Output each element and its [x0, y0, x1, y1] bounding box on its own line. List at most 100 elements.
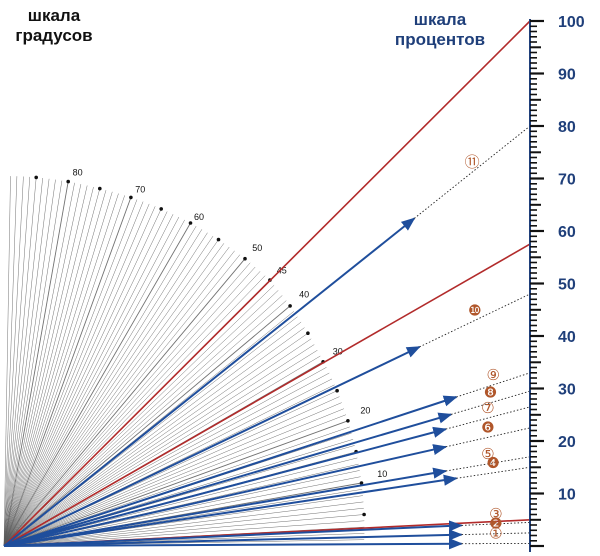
- fan-line: [3, 216, 180, 547]
- degree-label: 30: [333, 347, 343, 357]
- fan-line: [3, 177, 37, 547]
- fan-line: [3, 262, 251, 547]
- fan-line: [3, 203, 150, 547]
- slope-arrow-extension: [461, 532, 531, 536]
- fan-line: [3, 285, 275, 547]
- percent-tick-label: 40: [558, 329, 576, 346]
- fan-line: [3, 305, 291, 547]
- degree-scale-title-line1: шкала: [27, 6, 81, 25]
- fan-line: [3, 520, 365, 547]
- percent-scale-title: шкала процентов: [380, 10, 500, 50]
- fan-line: [3, 176, 11, 547]
- degree-scale-title-line2: градусов: [15, 26, 93, 45]
- fan-dot: [34, 175, 38, 180]
- slope-marker: ③: [489, 505, 502, 523]
- slope-arrows: [3, 125, 531, 550]
- fan-line: [3, 222, 191, 547]
- slope-marker: ❿: [468, 302, 481, 320]
- fan-line: [3, 300, 287, 547]
- slope-arrow: [3, 520, 463, 547]
- fan-line: [3, 191, 113, 547]
- slope-marker: ❹: [486, 454, 499, 472]
- fan-line: [3, 514, 365, 547]
- fan-line: [3, 181, 69, 547]
- degree-label: 45: [277, 265, 287, 275]
- slope-arrow: [3, 426, 448, 547]
- slope-marker: ❻: [481, 418, 494, 436]
- slope-arrow: [3, 474, 458, 547]
- fan-line: [3, 271, 261, 547]
- fan-dot: [216, 237, 221, 242]
- fan-line: [3, 195, 125, 547]
- degree-label: 20: [360, 406, 370, 416]
- fan-line: [3, 349, 318, 547]
- fan-line: [3, 197, 132, 547]
- fan-line: [3, 235, 214, 547]
- fan-dot: [188, 221, 193, 225]
- fan-dot: [362, 512, 366, 517]
- fan-line: [3, 182, 75, 547]
- fan-line: [3, 275, 266, 547]
- fan-line: [3, 396, 340, 547]
- fan-line: [3, 179, 56, 547]
- fan-line: [3, 344, 315, 547]
- slope-arrow: [3, 395, 458, 547]
- percent-tick-label: 90: [558, 67, 576, 84]
- percent-tick-label: 100: [558, 14, 585, 31]
- fan-line: [3, 372, 330, 547]
- slope-arrow: [3, 345, 421, 547]
- degree-label: 50: [252, 243, 262, 253]
- fan-line: [3, 476, 361, 547]
- fan-line: [3, 402, 342, 547]
- slope-arrow: [3, 529, 463, 547]
- degree-label: 10: [377, 469, 387, 479]
- fan-line: [3, 225, 197, 547]
- fan-line: [3, 186, 94, 547]
- fan-line: [3, 190, 107, 547]
- fan-line: [3, 219, 185, 547]
- fan-line: [3, 176, 24, 547]
- slope-marker: ⑤: [481, 445, 494, 463]
- fan-line: [3, 178, 50, 547]
- fan-line: [3, 378, 333, 547]
- percent-tick-label: 30: [558, 382, 576, 399]
- fan-line: [3, 290, 279, 547]
- slope-marker: ❽: [484, 384, 497, 402]
- fan-line: [3, 414, 347, 547]
- fan-line: [3, 232, 208, 547]
- degree-label: 80: [73, 168, 83, 178]
- fan-line: [3, 408, 344, 547]
- fan-line: [3, 180, 63, 547]
- degree-scale-title: шкала градусов: [6, 6, 102, 46]
- red-reference-line: [3, 20, 531, 547]
- fan-dot: [288, 304, 292, 308]
- fan-dot: [98, 186, 102, 191]
- fan-line: [3, 295, 283, 547]
- fan-line: [3, 332, 309, 547]
- slope-arrow-extension: [445, 427, 531, 448]
- fan-line: [3, 176, 18, 547]
- fan-line: [3, 211, 168, 547]
- degree-label: 60: [194, 212, 204, 222]
- fan-line: [3, 243, 225, 547]
- fan-dot: [335, 388, 339, 393]
- fan-line: [3, 367, 327, 547]
- degree-label: 40: [299, 290, 309, 300]
- fan-line: [3, 355, 321, 547]
- fan-line: [3, 229, 203, 547]
- fan-line: [3, 507, 364, 547]
- percent-scale-title-line1: шкала: [413, 10, 467, 29]
- fan-line: [3, 214, 174, 547]
- fan-dot: [346, 419, 350, 423]
- slope-marker: ⑦: [481, 399, 494, 417]
- red-reference-line: [3, 243, 531, 547]
- fan-line: [3, 185, 88, 547]
- fan-dot: [66, 179, 70, 184]
- fan-line: [3, 193, 119, 547]
- fan-line: [3, 338, 312, 547]
- fan-line: [3, 327, 305, 547]
- fan-line: [3, 188, 101, 547]
- fan-line: [3, 208, 162, 547]
